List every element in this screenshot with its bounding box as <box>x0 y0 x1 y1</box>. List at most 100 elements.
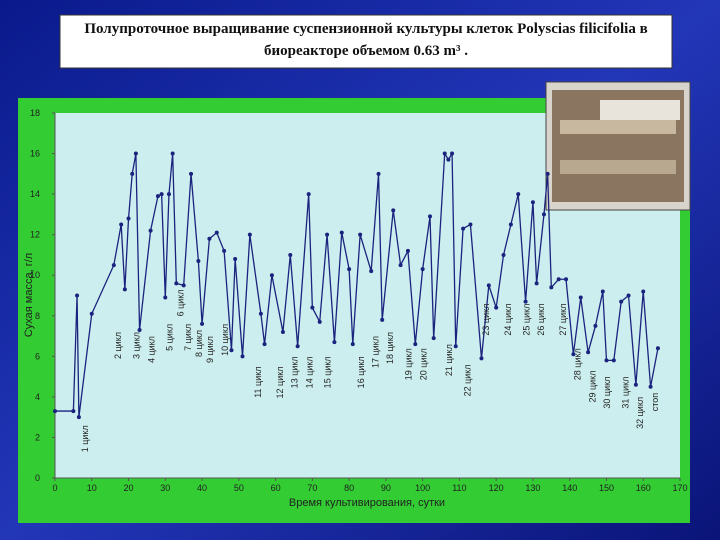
y-tick-label: 12 <box>30 230 40 240</box>
point <box>468 222 473 227</box>
annotation: 26 цикл <box>536 304 546 336</box>
annotation: 7 цикл <box>183 324 193 351</box>
point <box>556 277 561 282</box>
point <box>431 336 436 341</box>
annotation: 19 цикл <box>404 348 414 380</box>
point <box>75 293 80 298</box>
x-tick-label: 160 <box>636 483 651 493</box>
point <box>295 344 300 349</box>
point <box>611 358 616 363</box>
x-tick-label: 130 <box>525 483 540 493</box>
y-tick-label: 18 <box>30 108 40 118</box>
point <box>655 346 660 351</box>
point <box>571 352 576 357</box>
point <box>288 252 293 257</box>
title-holder: Полупроточное выращивание суспензионной … <box>84 21 647 59</box>
point <box>450 151 455 156</box>
point <box>155 194 160 199</box>
point <box>163 295 168 300</box>
point <box>170 151 175 156</box>
annotation: стоп <box>650 393 660 412</box>
point <box>200 321 205 326</box>
annotation: 25 цикл <box>521 304 531 336</box>
point <box>347 267 352 272</box>
annotation: 4 цикл <box>146 336 156 363</box>
annotation: 31 цикл <box>621 377 631 409</box>
point <box>446 157 451 162</box>
point <box>391 208 396 213</box>
annotation: 28 цикл <box>573 348 583 380</box>
annotation: 6 цикл <box>176 289 186 316</box>
x-tick-label: 0 <box>52 483 57 493</box>
annotation: 8 цикл <box>194 330 204 357</box>
point <box>258 311 263 316</box>
point <box>626 293 631 298</box>
point <box>486 283 491 288</box>
annotation: 30 цикл <box>602 377 612 409</box>
point <box>166 192 171 197</box>
y-tick-label: 2 <box>35 432 40 442</box>
point <box>633 382 638 387</box>
y-tick-label: 8 <box>35 311 40 321</box>
point <box>593 323 598 328</box>
x-tick-label: 170 <box>672 483 687 493</box>
x-tick-label: 50 <box>234 483 244 493</box>
point <box>159 192 164 197</box>
annotation: 32 цикл <box>635 397 645 429</box>
plot-layer: 0 2 4 6 8 10 12 14 16 18 0 10 20 30 40 50 60 70 80 90 100 110… <box>30 108 688 493</box>
point <box>76 415 81 420</box>
point <box>350 342 355 347</box>
annotation: 22 цикл <box>462 364 472 396</box>
point <box>126 216 131 221</box>
point <box>181 283 186 288</box>
point <box>523 299 528 304</box>
point <box>280 330 285 334</box>
point <box>317 319 322 324</box>
annotation: 15 цикл <box>323 356 333 388</box>
point <box>196 259 201 264</box>
annotation: 24 цикл <box>503 304 513 336</box>
y-tick-label: 0 <box>35 473 40 483</box>
annotation: 1 цикл <box>80 425 90 452</box>
point <box>428 214 432 219</box>
point <box>310 305 315 310</box>
x-axis-label: Время культивирования, сутки <box>289 497 445 509</box>
point <box>604 358 609 363</box>
annotation: 13 цикл <box>290 356 300 388</box>
x-tick-label: 80 <box>344 483 354 493</box>
annotation: 14 цикл <box>304 356 314 388</box>
point <box>229 348 234 353</box>
point <box>545 171 550 176</box>
point <box>501 252 506 257</box>
point <box>380 317 385 322</box>
annotation: 10 цикл <box>220 324 230 356</box>
point <box>534 281 539 286</box>
y-tick-label: 16 <box>30 149 40 159</box>
annotation: 16 цикл <box>356 356 366 388</box>
point <box>398 263 403 268</box>
point <box>358 232 363 237</box>
y-axis-label: Сухая масса, г/л <box>23 253 35 337</box>
point <box>442 151 447 156</box>
point <box>516 192 521 197</box>
point <box>233 257 238 261</box>
annotation: 27 цикл <box>558 304 568 336</box>
point <box>508 222 513 227</box>
point <box>122 287 127 292</box>
point <box>174 281 179 286</box>
point <box>222 248 227 253</box>
point <box>71 409 76 414</box>
point <box>306 192 311 197</box>
point <box>413 342 418 347</box>
annotation: 17 цикл <box>371 336 381 368</box>
x-tick-label: 90 <box>381 483 391 493</box>
point <box>420 267 425 272</box>
annotation: 29 цикл <box>587 371 597 403</box>
photo <box>545 81 691 211</box>
annotation: 9 цикл <box>205 336 215 363</box>
point <box>111 263 116 268</box>
x-tick-label: 110 <box>452 483 466 493</box>
point <box>564 277 569 282</box>
